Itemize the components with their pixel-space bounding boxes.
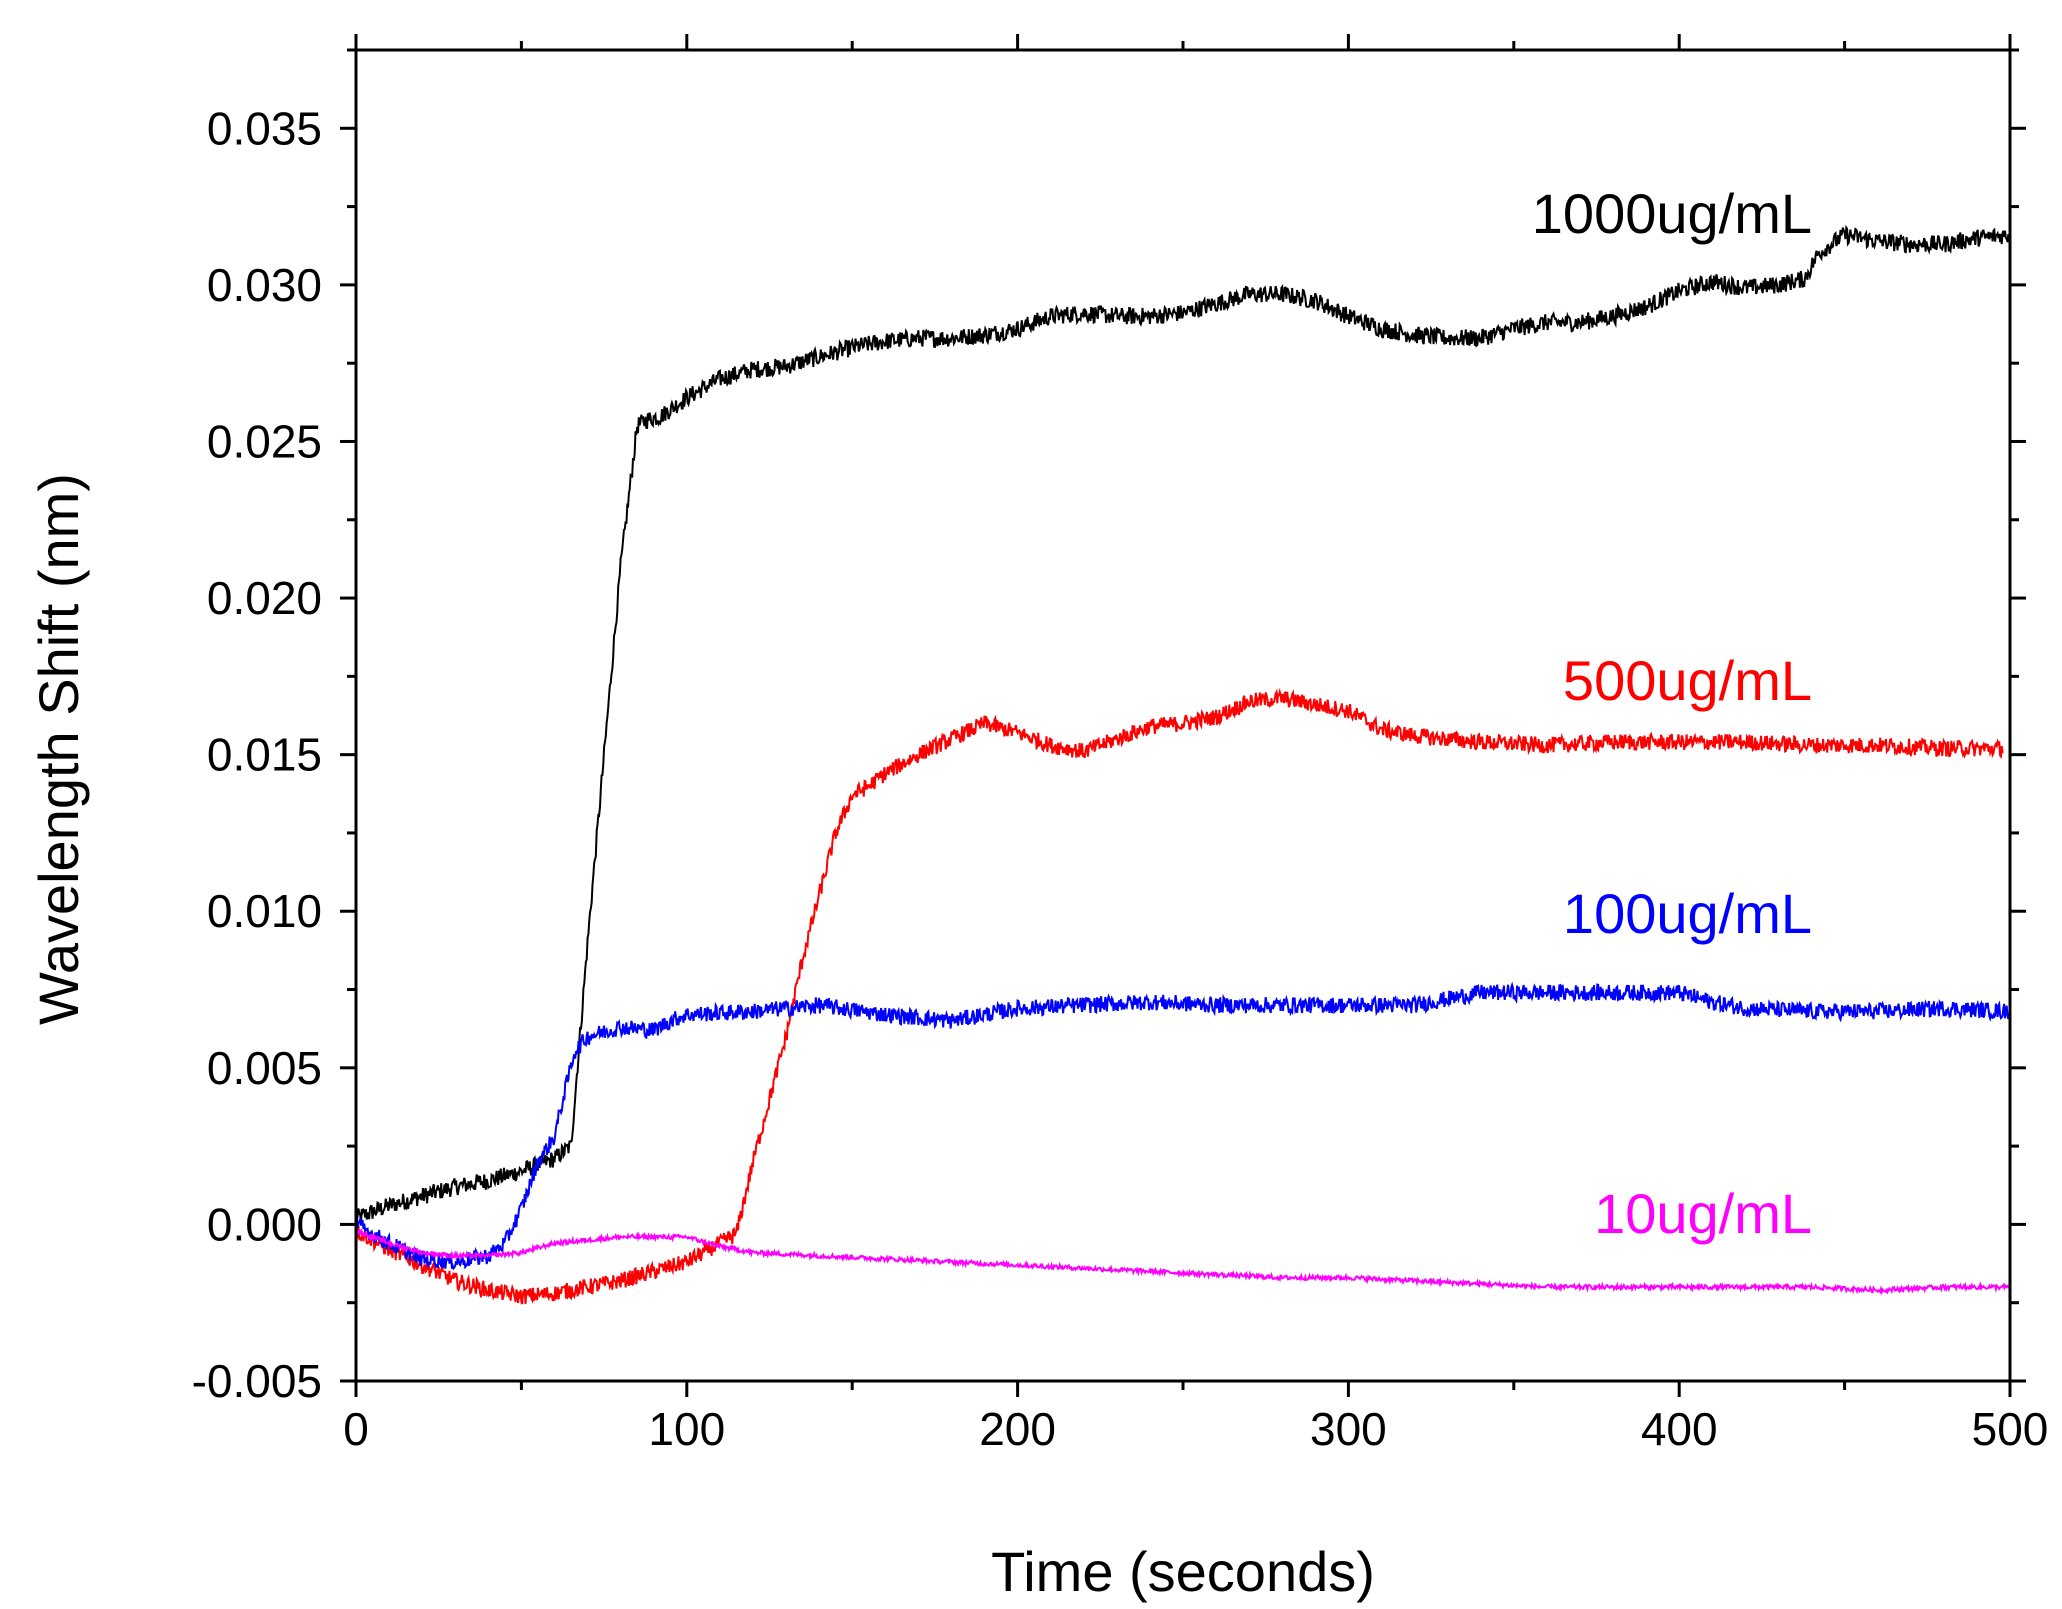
x-tick-label: 500	[1972, 1403, 2049, 1455]
series-line-100ug-ml	[355, 981, 2011, 1271]
series-annotation: 500ug/mL	[1563, 649, 1812, 712]
x-tick-label: 300	[1310, 1403, 1387, 1455]
y-tick-label: 0.010	[207, 885, 322, 937]
x-tick-label: 400	[1641, 1403, 1718, 1455]
x-tick-label: 200	[979, 1403, 1056, 1455]
series-line-500ug-ml	[355, 687, 2004, 1305]
labels-layer: 0 100 200 300 400 500 -0.005 0.000 0.005 0.010 0.0…	[192, 102, 2049, 1455]
y-tick-label: 0.015	[207, 729, 322, 781]
x-axis-title: Time (seconds)	[991, 1540, 1375, 1603]
y-tick-label: 0.030	[207, 259, 322, 311]
y-tick-label: 0.005	[207, 1042, 322, 1094]
x-tick-label: 100	[648, 1403, 725, 1455]
y-tick-label: 0.020	[207, 572, 322, 624]
series-line-10ug-ml	[355, 1228, 2011, 1296]
axes-layer	[340, 34, 2026, 1397]
x-tick-label: 0	[343, 1403, 369, 1455]
series-annotation: 100ug/mL	[1563, 882, 1812, 945]
y-axis-title: Wavelength Shift (nm)	[27, 473, 90, 1025]
y-tick-label: 0.035	[207, 102, 322, 154]
series-layer	[355, 224, 2011, 1305]
series-annotation: 1000ug/mL	[1532, 182, 1812, 245]
series-annotation: 10ug/mL	[1594, 1182, 1812, 1245]
y-tick-label: 0.025	[207, 415, 322, 467]
series-line-1000ug-ml	[355, 224, 2011, 1223]
y-tick-label: 0.000	[207, 1198, 322, 1250]
y-tick-label: -0.005	[192, 1355, 322, 1407]
